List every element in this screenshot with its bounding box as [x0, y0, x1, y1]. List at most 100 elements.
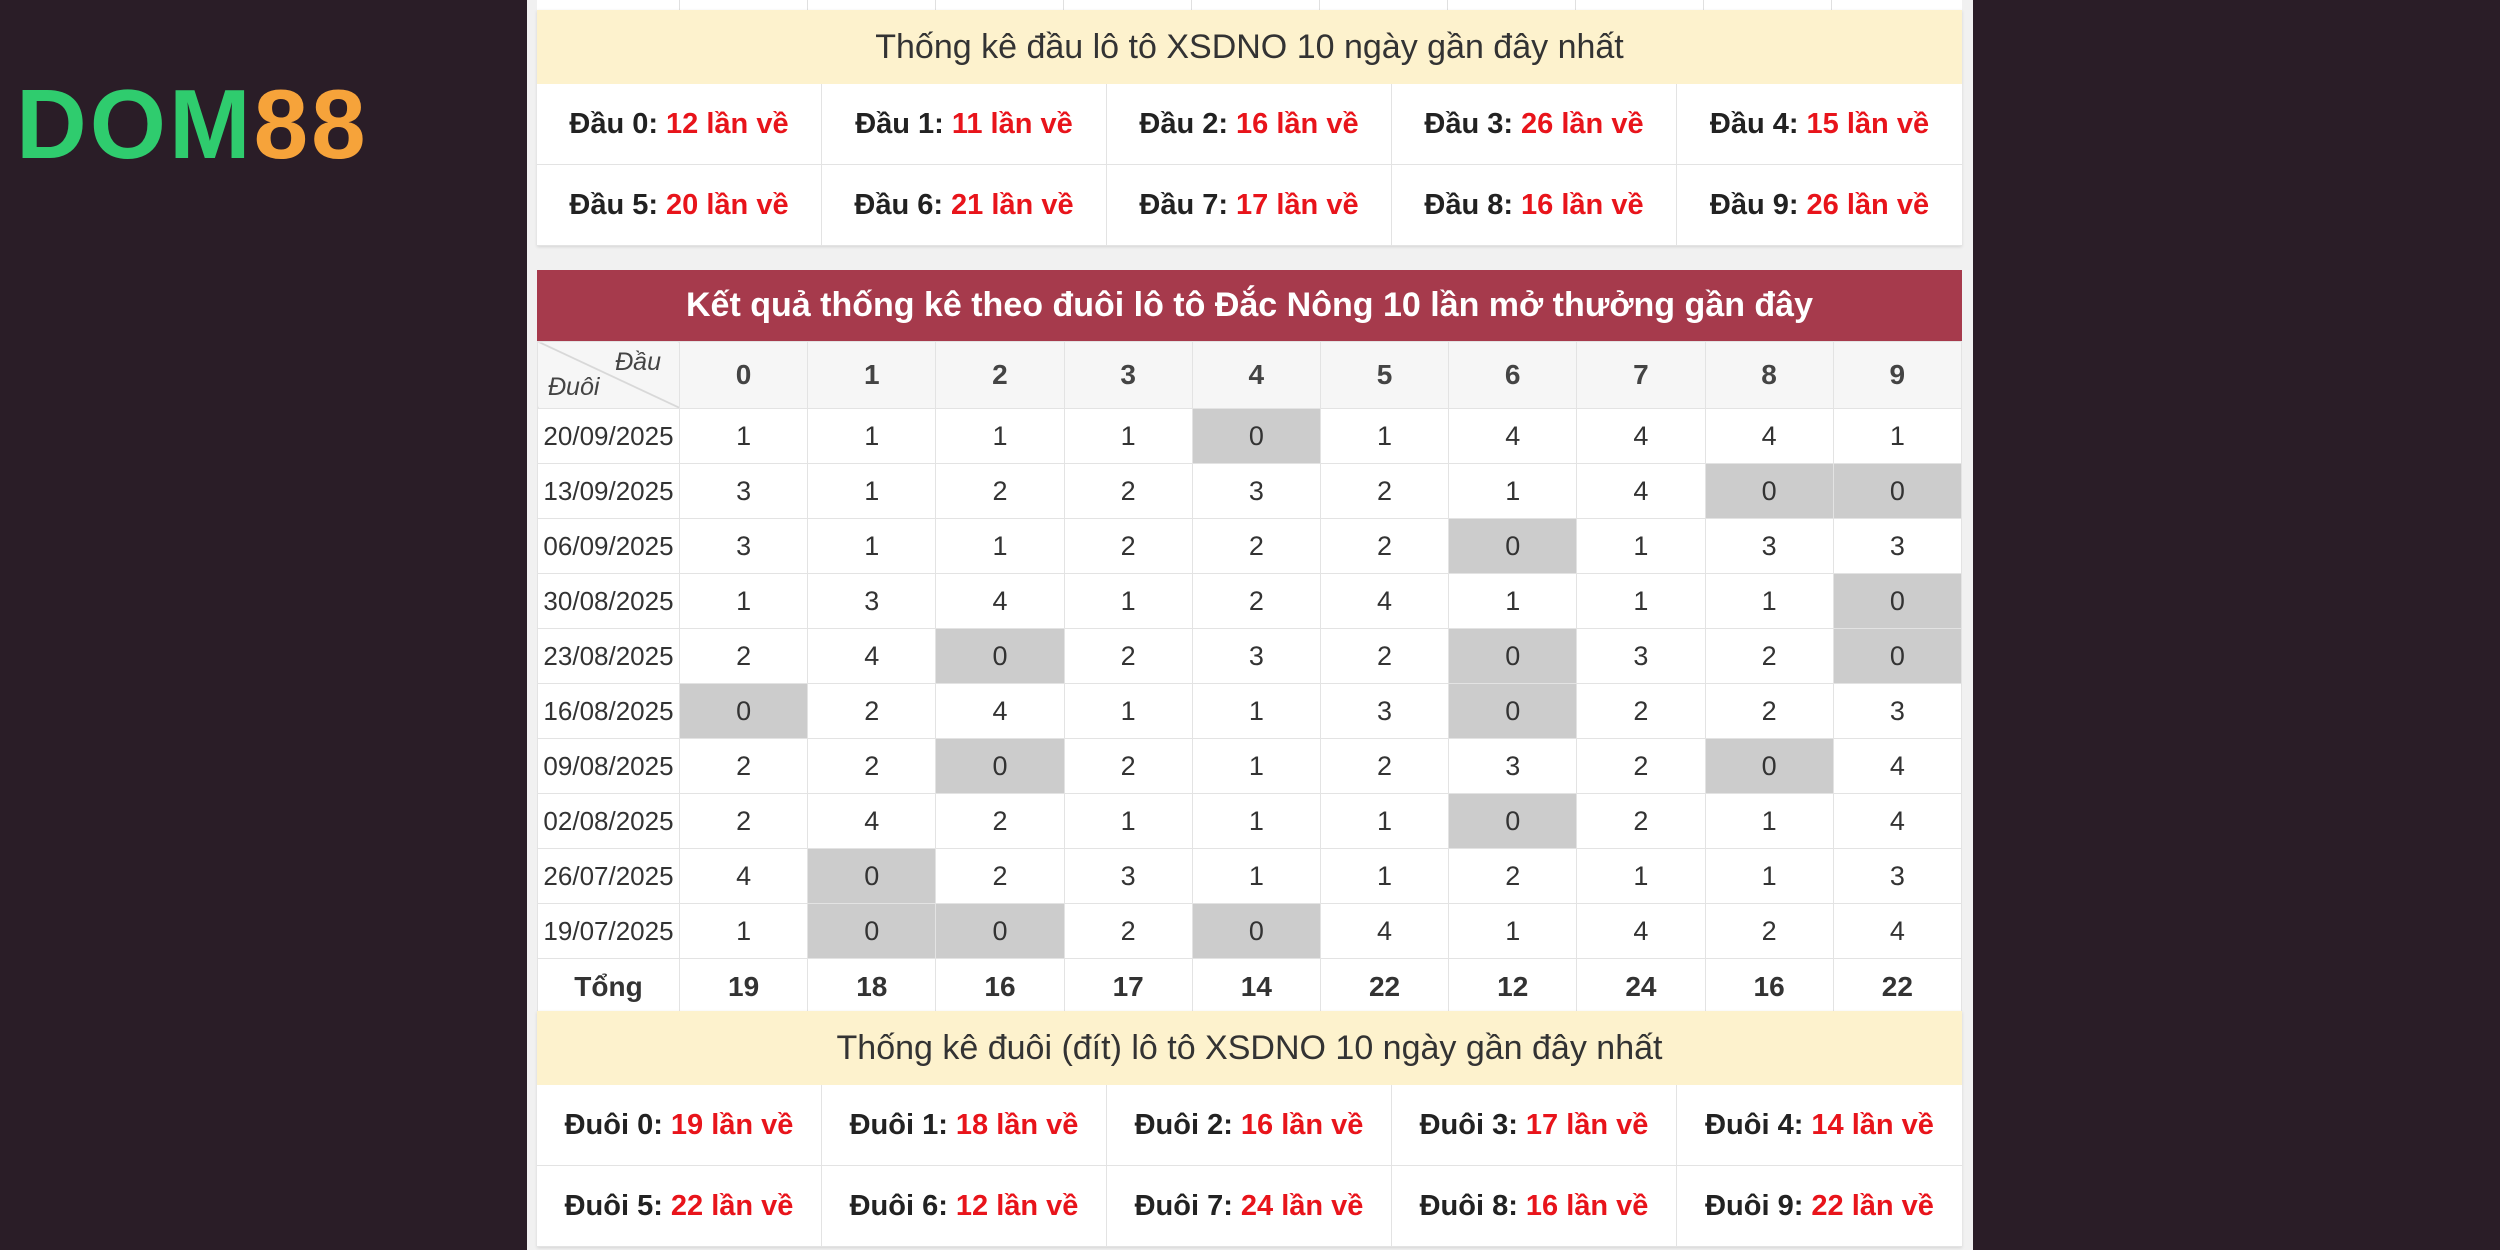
corner-cell: Đầu Đuôi	[537, 341, 680, 409]
dau-summary-label: Đầu 5:	[569, 188, 659, 221]
table-row: 06/09/2025 3 1 1 2 2 2 0 1 3 3	[537, 518, 1963, 574]
count-cell: 3	[1576, 628, 1706, 684]
table-row: 20/09/2025 1 1 1 1 0 1 4 4 4 1	[537, 408, 1963, 464]
duoi-summary-count: 16 lần về	[1240, 1108, 1364, 1141]
duoi-summary-item: Đuôi 7: 24 lần về	[1107, 1166, 1392, 1247]
duoi-summary-label: Đuôi 2:	[1134, 1108, 1233, 1141]
duoi-summary-item: Đuôi 1: 18 lần về	[822, 1085, 1107, 1166]
count-cell: 2	[1191, 518, 1321, 574]
logo-text-88: 88	[253, 69, 369, 179]
row-date: 23/08/2025	[537, 628, 680, 684]
dau-summary-count: 26 lần về	[1521, 107, 1644, 140]
duoi-summary-label: Đuôi 3:	[1419, 1108, 1518, 1141]
count-cell: 2	[1063, 903, 1193, 959]
dau-summary-label: Đầu 4:	[1709, 107, 1799, 140]
count-cell: 1	[1576, 518, 1706, 574]
count-cell: 1	[1576, 573, 1706, 629]
table-row: 16/08/2025 0 2 4 1 1 3 0 2 2 3	[537, 683, 1963, 739]
duoi-summary-count: 19 lần về	[670, 1108, 794, 1141]
column-header-dau: 1	[807, 341, 937, 409]
dau-summary-title: Thống kê đầu lô tô XSDNO 10 ngày gần đây…	[537, 10, 1962, 84]
count-cell: 2	[678, 628, 809, 684]
duoi-summary-label: Đuôi 1:	[849, 1108, 948, 1141]
count-cell: 1	[1704, 573, 1834, 629]
count-cell: 2	[1191, 573, 1321, 629]
count-cell: 3	[1191, 628, 1321, 684]
count-cell: 4	[1448, 408, 1578, 464]
duoi-summary-label: Đuôi 9:	[1705, 1189, 1804, 1222]
total-row: Tổng 19 18 16 17 14 22 12 24 16 22	[537, 958, 1963, 1015]
table-row: 09/08/2025 2 2 0 2 1 2 3 2 0 4	[537, 738, 1963, 794]
duoi-summary-count: 17 lần về	[1525, 1108, 1649, 1141]
count-cell: 2	[1448, 848, 1578, 904]
duoi-summary-label: Đuôi 0:	[564, 1108, 663, 1141]
count-cell: 2	[935, 848, 1065, 904]
count-cell: 2	[678, 738, 809, 794]
table-row: 23/08/2025 2 4 0 2 3 2 0 3 2 0	[537, 628, 1963, 684]
count-cell: 1	[807, 463, 937, 519]
duoi-summary-item: Đuôi 6: 12 lần về	[822, 1166, 1107, 1247]
count-cell: 3	[678, 463, 809, 519]
dau-summary-item: Đầu 5: 20 lần về	[537, 165, 822, 246]
count-cell: 1	[807, 518, 937, 574]
count-cell: 1	[1191, 793, 1321, 849]
total-cell: 16	[935, 958, 1065, 1015]
count-cell: 0	[1448, 628, 1578, 684]
count-cell: 0	[935, 903, 1065, 959]
duoi-summary-label: Đuôi 7:	[1134, 1189, 1233, 1222]
count-cell: 3	[1832, 683, 1963, 739]
column-header-dau: 0	[678, 341, 809, 409]
duoi-summary-item: Đuôi 9: 22 lần về	[1677, 1166, 1962, 1247]
logo-text-dom: DOM	[16, 69, 254, 179]
count-cell: 1	[1191, 683, 1321, 739]
duoi-summary-title: Thống kê đuôi (đít) lô tô XSDNO 10 ngày …	[537, 1011, 1962, 1085]
count-cell: 3	[1704, 518, 1834, 574]
table-row: 26/07/2025 4 0 2 3 1 1 2 1 1 3	[537, 848, 1963, 904]
dau-summary-count: 12 lần về	[666, 107, 789, 140]
count-cell: 4	[1704, 408, 1834, 464]
table-row: 30/08/2025 1 3 4 1 2 4 1 1 1 0	[537, 573, 1963, 629]
count-cell: 2	[678, 793, 809, 849]
row-date: 30/08/2025	[537, 573, 680, 629]
row-date: 13/09/2025	[537, 463, 680, 519]
count-cell: 0	[935, 628, 1065, 684]
count-cell: 4	[678, 848, 809, 904]
count-cell: 1	[1191, 738, 1321, 794]
count-cell: 2	[1576, 683, 1706, 739]
dau-summary-count: 26 lần về	[1806, 188, 1930, 221]
column-header-dau: 5	[1319, 341, 1450, 409]
table-row: 02/08/2025 2 4 2 1 1 1 0 2 1 4	[537, 793, 1963, 849]
column-header-dau: 9	[1832, 341, 1963, 409]
count-cell: 4	[1319, 573, 1450, 629]
content-panel: Thống kê đầu lô tô XSDNO 10 ngày gần đây…	[527, 0, 1973, 1250]
row-date: 16/08/2025	[537, 683, 680, 739]
dom88-logo[interactable]: DOM88	[16, 75, 369, 173]
duoi-summary-label: Đuôi 6:	[849, 1189, 948, 1222]
count-cell: 2	[1319, 628, 1450, 684]
count-cell: 1	[678, 408, 809, 464]
corner-dau-label: Đầu	[615, 348, 661, 376]
dau-summary-count: 15 lần về	[1806, 107, 1930, 140]
duoi-summary-grid: Đuôi 0: 19 lần về Đuôi 1: 18 lần về Đuôi 2: 1…	[537, 1085, 1962, 1247]
count-cell: 2	[1063, 738, 1193, 794]
count-cell: 0	[1704, 738, 1834, 794]
count-cell: 4	[1576, 463, 1706, 519]
count-cell: 1	[935, 408, 1065, 464]
dau-summary-item: Đầu 2: 16 lần về	[1107, 84, 1392, 165]
count-cell: 0	[1704, 463, 1834, 519]
count-cell: 3	[1448, 738, 1578, 794]
total-cell: 16	[1704, 958, 1834, 1015]
duoi-summary-count: 14 lần về	[1811, 1108, 1934, 1141]
count-cell: 1	[1832, 408, 1963, 464]
count-cell: 0	[807, 848, 937, 904]
dau-summary-label: Đầu 0:	[569, 107, 659, 140]
duoi-summary-item: Đuôi 8: 16 lần về	[1392, 1166, 1677, 1247]
row-date: 20/09/2025	[537, 408, 680, 464]
count-cell: 4	[935, 683, 1065, 739]
count-cell: 2	[1063, 628, 1193, 684]
column-header-dau: 4	[1191, 341, 1321, 409]
count-cell: 1	[1448, 573, 1578, 629]
count-cell: 1	[1448, 903, 1578, 959]
count-cell: 0	[1832, 628, 1963, 684]
